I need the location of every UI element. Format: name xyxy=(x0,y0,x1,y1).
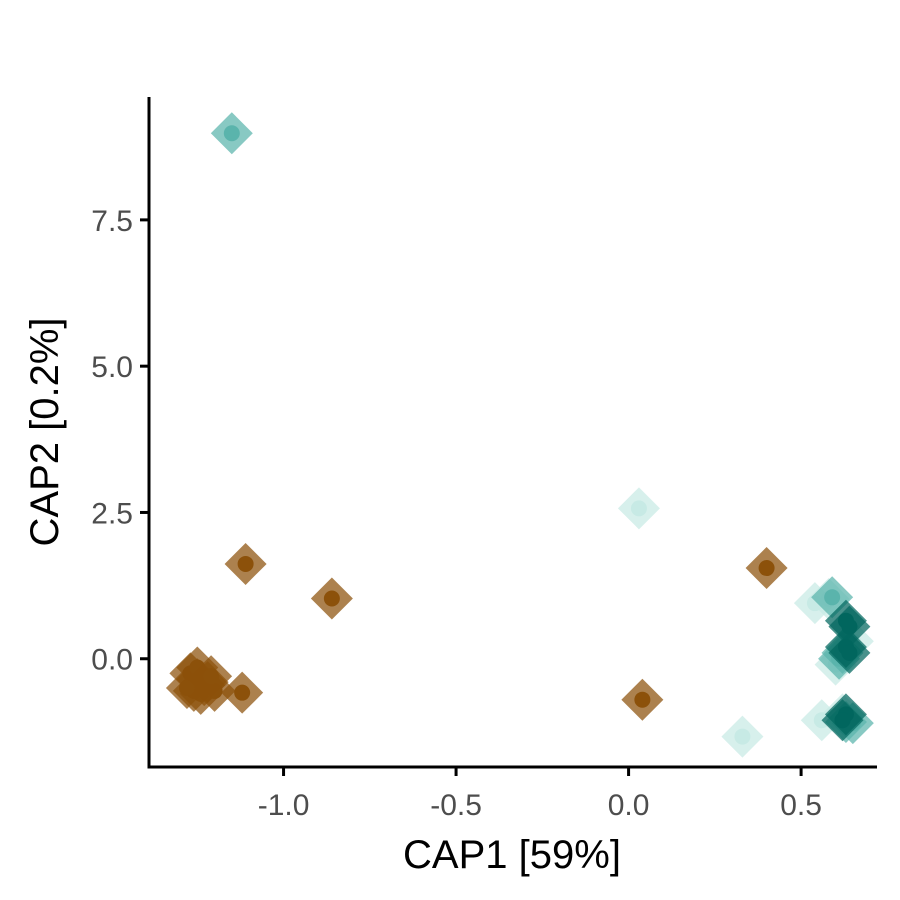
data-point xyxy=(210,112,253,155)
data-point xyxy=(821,699,864,742)
y-tick-label: 0.0 xyxy=(91,644,133,677)
point-dot xyxy=(223,125,240,142)
data-point xyxy=(745,547,788,590)
x-tick-label: -0.5 xyxy=(430,789,482,822)
data-point xyxy=(224,542,267,585)
data-point xyxy=(190,655,233,698)
point-dot xyxy=(234,684,251,701)
y-axis-title: CAP2 [0.2%] xyxy=(23,317,67,546)
point-dot xyxy=(237,555,254,572)
ticks-layer: -1.0 -0.5 0.0 0.5 0.0 2.5 5.0 7.5 xyxy=(91,205,822,822)
point-dot xyxy=(178,680,195,697)
data-point xyxy=(828,631,871,674)
points-layer xyxy=(165,112,874,758)
data-point xyxy=(310,577,353,620)
x-axis-title: CAP1 [59%] xyxy=(403,833,621,877)
point-dot xyxy=(841,644,858,661)
point-dot xyxy=(630,500,647,517)
y-tick-label: 2.5 xyxy=(91,497,133,530)
point-dot xyxy=(734,728,751,745)
point-dot xyxy=(758,560,775,577)
x-tick-label: 0.0 xyxy=(608,789,650,822)
data-point xyxy=(221,671,264,714)
x-tick-label: 0.5 xyxy=(780,789,822,822)
point-dot xyxy=(203,668,220,685)
data-point xyxy=(617,487,660,530)
x-tick-label: -1.0 xyxy=(258,789,310,822)
point-dot xyxy=(834,712,851,729)
data-point xyxy=(621,678,664,721)
point-dot xyxy=(323,590,340,607)
y-tick-label: 5.0 xyxy=(91,351,133,384)
data-point xyxy=(721,715,764,758)
point-dot xyxy=(824,589,841,606)
point-dot xyxy=(634,691,651,708)
y-tick-label: 7.5 xyxy=(91,205,133,238)
